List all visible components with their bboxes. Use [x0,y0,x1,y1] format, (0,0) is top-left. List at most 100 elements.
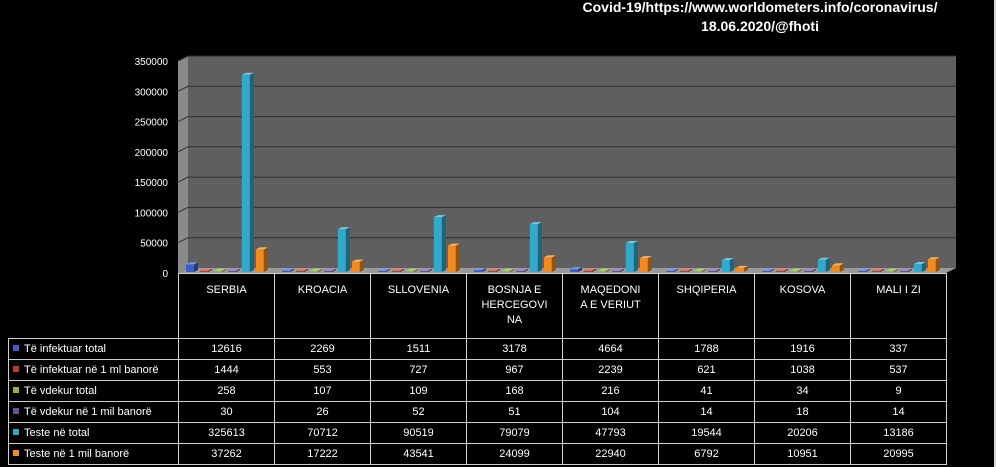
gridline [177,176,956,183]
series-label: Teste në total [8,422,179,444]
bar [789,268,802,272]
data-cell: 34 [754,380,851,402]
legend-key [13,450,19,456]
data-cell: 168 [466,380,563,402]
bar [186,262,198,272]
data-table: SERBIA KROACIA SLLOVENIA BOSNJA E HERCEGOVI N… [8,273,947,465]
data-cell: 26 [274,401,371,423]
bar [885,268,898,272]
y-tick-label: 100000 [135,208,169,219]
gridline [177,206,956,213]
chart-title-line-1: Covid-19/https://www.worldometers.info/c… [582,0,938,15]
gridline [177,55,956,62]
bar [762,268,774,272]
category-label: KROACIA [274,273,371,339]
data-cell: 216 [562,380,659,402]
legend-key [13,429,19,435]
chart-floor [178,268,956,273]
bar [817,257,830,272]
y-tick-label: 250000 [135,118,169,129]
legend-key [13,345,19,351]
data-cell: 20995 [850,443,947,465]
data-cell: 3178 [466,338,563,360]
category-label: MAQEDONI A E VERIUT [562,273,659,339]
data-cell: 553 [274,359,371,381]
data-cell: 325613 [178,422,275,444]
bar [213,268,226,272]
chart-title: Covid-19/https://www.worldometers.info/c… [540,0,980,36]
data-cell: 41 [658,380,755,402]
bar [529,222,542,272]
bar [323,268,336,272]
table-row: Të infektuar total 12616 2269 1511 3178 4664 1… [8,338,947,360]
category-label: BOSNJA E HERCEGOVI NA [466,273,563,339]
bar [871,268,884,272]
data-cell: 20206 [754,422,851,444]
bar [391,268,404,272]
data-cell: 22940 [562,443,659,465]
table-row: Të vdekur në 1 mil banorë 30 26 52 51 104 14 18… [8,401,947,423]
data-cell: 537 [850,359,947,381]
data-cell: 19544 [658,422,755,444]
data-cell: 1511 [370,338,467,360]
data-cell: 2269 [274,338,371,360]
bar [735,265,748,272]
series-label: Të infektuar në 1 ml banorë [8,359,179,381]
data-cell: 1916 [754,338,851,360]
data-cell: 43541 [370,443,467,465]
data-cell: 52 [370,401,467,423]
series-label: Të vdekur në 1 mil banorë [8,401,179,423]
gridline [177,146,956,153]
bar [666,268,678,272]
y-tick-label: 200000 [135,148,169,159]
bar [597,268,610,272]
data-cell: 727 [370,359,467,381]
data-cell: 109 [370,380,467,402]
data-cell: 2239 [562,359,659,381]
bar [927,257,940,272]
bar [515,268,528,272]
data-cell: 4664 [562,338,659,360]
data-cell: 79079 [466,422,563,444]
category-label: SERBIA [178,273,275,339]
series-label: Të infektuar total [8,338,179,360]
bar [309,268,322,272]
data-cell: 14 [850,401,947,423]
bar [501,268,514,272]
bar [611,268,624,272]
data-cell: 9 [850,380,947,402]
bar [639,256,652,272]
bar [351,259,364,272]
data-cell: 90519 [370,422,467,444]
bar [405,268,418,272]
bar [899,268,912,272]
table-row: Teste në 1 mil banorë 37262 17222 43541 2409… [8,443,947,465]
data-cell: 967 [466,359,563,381]
y-tick-label: 50000 [140,239,168,250]
data-cell: 51 [466,401,563,423]
bar [679,268,692,272]
data-cell: 14 [658,401,755,423]
bar [858,268,870,272]
bar [378,268,390,272]
data-cell: 1788 [658,338,755,360]
bar [419,268,432,272]
bar [227,268,240,272]
data-cell: 12616 [178,338,275,360]
data-cell: 337 [850,338,947,360]
table-row: Të infektuar në 1 ml banorë 1444 553 727 967… [8,359,947,381]
bar [241,72,254,273]
series-label: Teste në 1 mil banorë [8,443,179,465]
data-cell: 30 [178,401,275,423]
data-cell: 621 [658,359,755,381]
data-cell: 104 [562,401,659,423]
gridline [177,237,956,244]
y-tick-label: 150000 [135,178,169,189]
chart-back-wall [188,56,956,268]
y-tick-label: 300000 [135,87,169,98]
bar [255,247,268,272]
category-label: MALI I ZI [850,273,947,339]
table-corner [8,273,179,339]
chart-side-wall [178,56,188,273]
